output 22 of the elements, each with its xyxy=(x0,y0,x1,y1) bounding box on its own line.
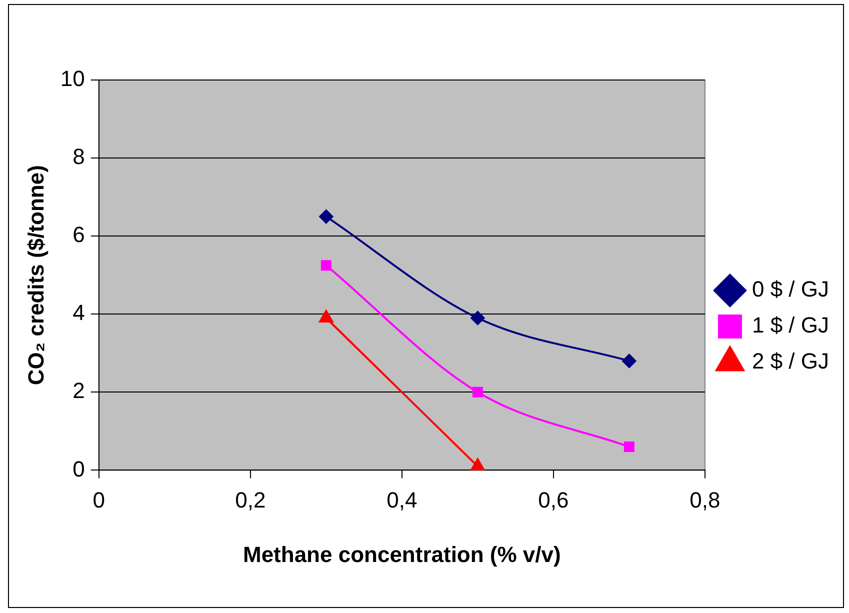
y-axis-title: CO₂ credits ($/tonne) xyxy=(23,165,48,386)
point xyxy=(624,442,634,452)
y-tick-label: 2 xyxy=(72,378,85,404)
x-tick-label: 0 xyxy=(92,487,105,512)
x-tick-label: 0,2 xyxy=(235,487,266,512)
x-axis-title: Methane concentration (% v/v) xyxy=(242,542,561,567)
y-tick-label: 4 xyxy=(72,300,85,326)
point xyxy=(320,260,332,271)
x-tick-label: 0,6 xyxy=(538,487,569,512)
point xyxy=(622,354,636,368)
point xyxy=(319,210,334,224)
legend-label: 2 $ / GJ xyxy=(752,348,830,374)
y-tick-label: 8 xyxy=(72,144,85,170)
legend-label: 1 $ / GJ xyxy=(752,312,830,338)
legend-label: 0 $ / GJ xyxy=(752,276,830,302)
y-tick-label: 0 xyxy=(72,456,85,482)
x-tick-label: 0,4 xyxy=(386,487,418,512)
y-tick-label: 6 xyxy=(72,222,85,248)
y-tick-label: 10 xyxy=(60,66,85,92)
x-tick-label: 0,8 xyxy=(690,487,720,512)
point xyxy=(472,386,483,398)
point xyxy=(470,311,485,326)
